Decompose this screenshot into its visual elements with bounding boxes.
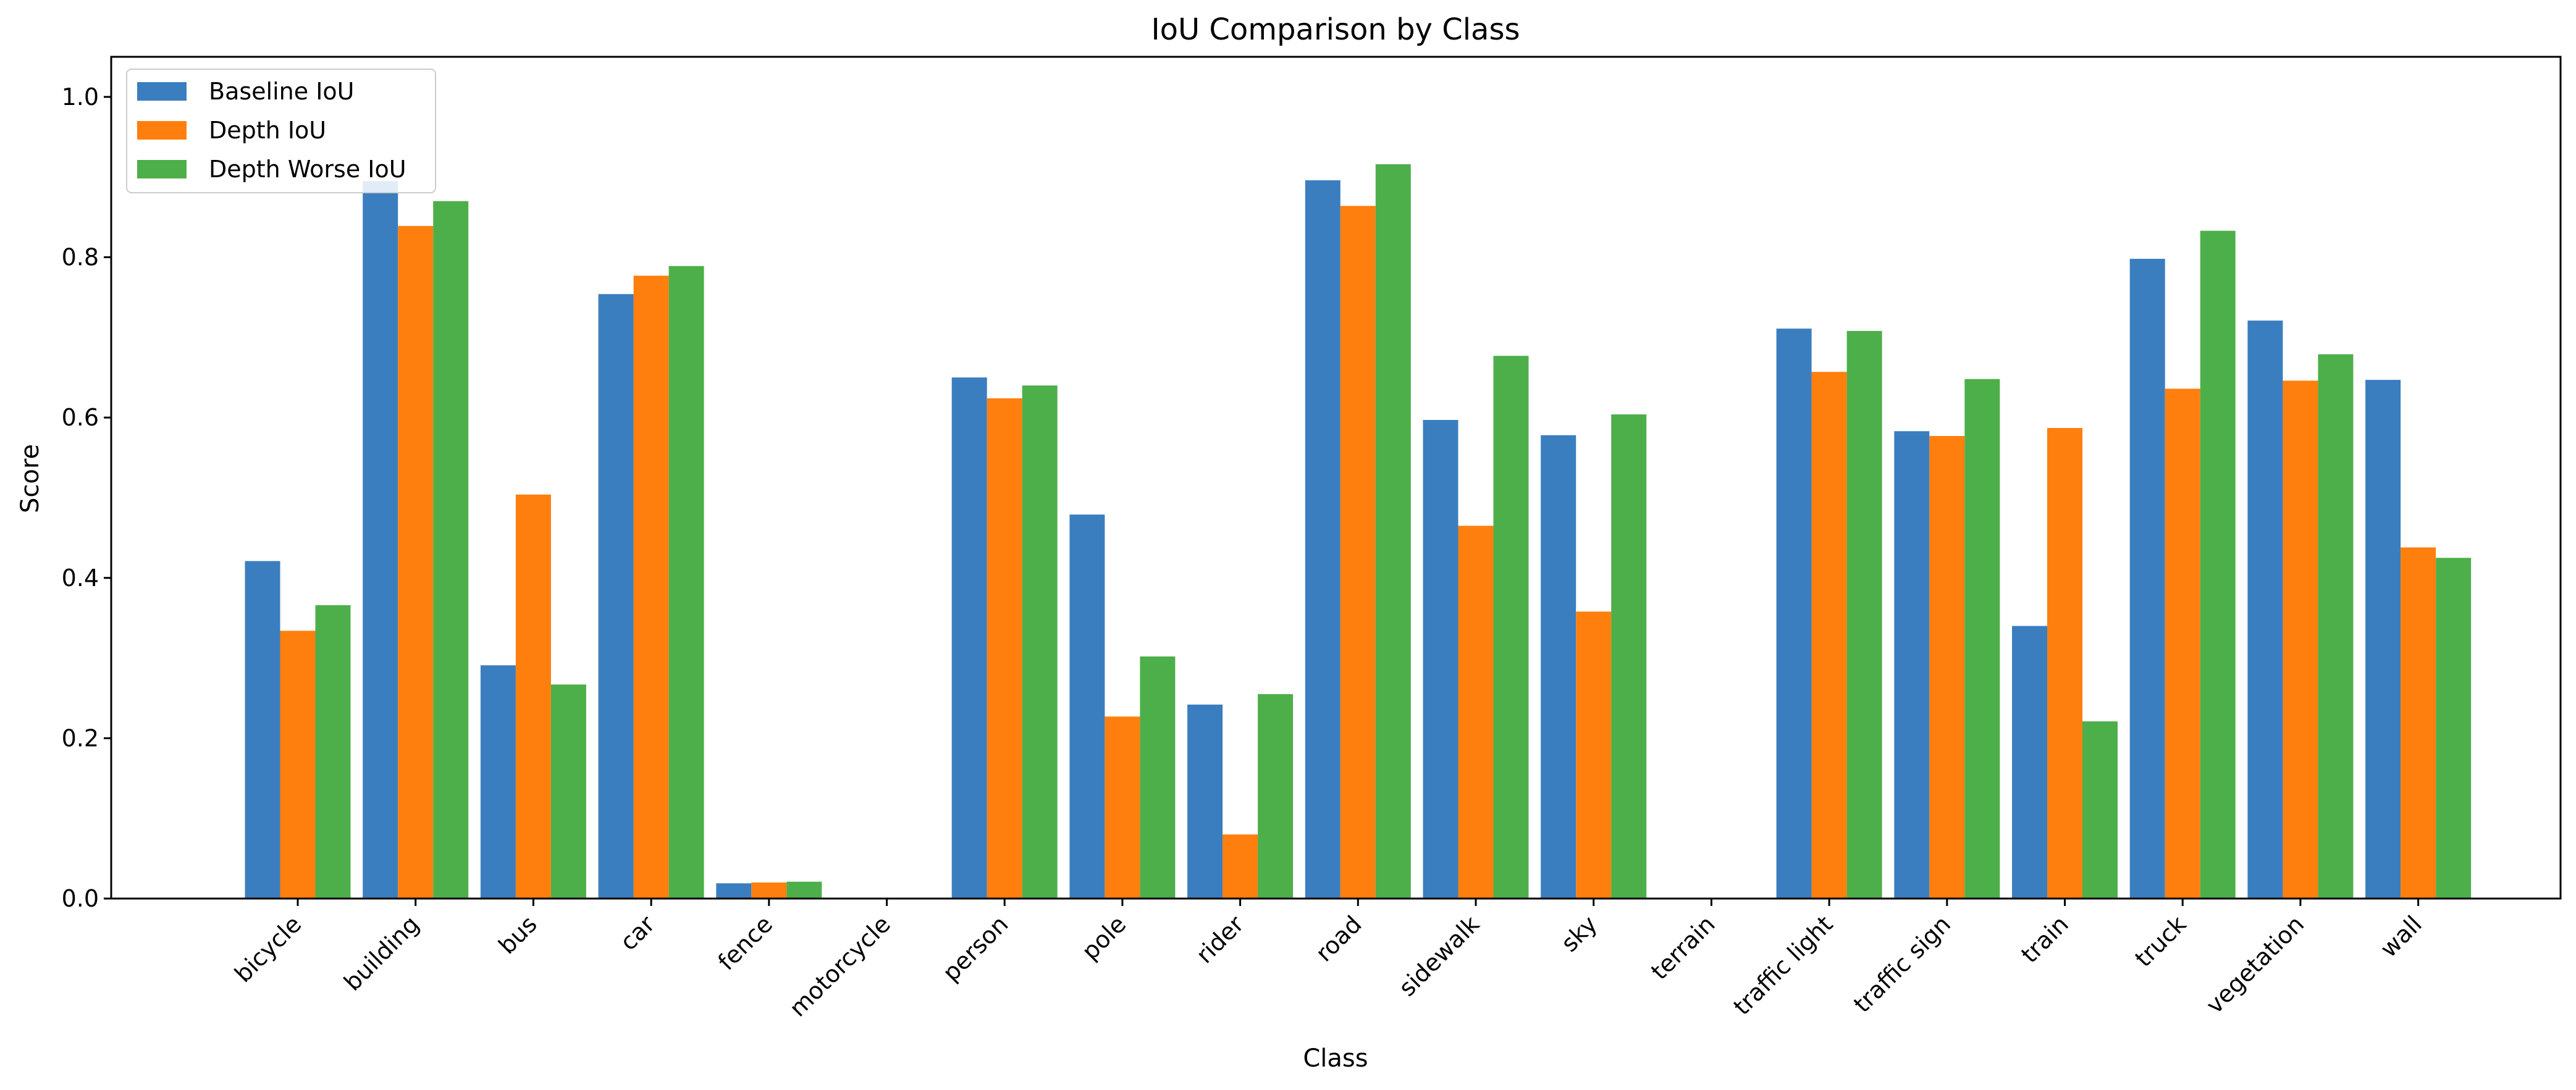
bar-0-3 [598,294,634,899]
y-tick-label: 0.2 [62,724,99,752]
legend-label-0: Baseline IoU [209,78,354,105]
y-axis: 0.0 0.2 0.4 0.6 0.8 1.0 [62,83,111,912]
x-tick-label: fence [713,910,778,975]
bar-2-16 [2200,230,2236,899]
bar-0-10 [1423,420,1458,899]
x-tick-label: car [615,910,660,956]
legend: Baseline IoU Depth IoU Depth Worse IoU [126,69,436,193]
legend-swatch-2 [137,160,187,178]
x-axis-label: Class [1303,1044,1368,1073]
bar-1-15 [2047,428,2082,899]
bar-2-3 [668,266,704,899]
bar-0-7 [1069,514,1105,899]
bar-0-8 [1187,704,1223,899]
bar-1-8 [1223,834,1258,899]
x-tick-label: wall [2375,910,2427,962]
y-tick-label: 0.6 [62,404,99,431]
bar-0-4 [716,883,752,899]
x-tick-label: motorcycle [784,910,896,1022]
bar-1-7 [1105,716,1140,899]
x-tick-label: road [1310,910,1367,967]
bar-2-14 [1964,379,2000,899]
bar-1-18 [2401,547,2436,899]
bar-0-18 [2365,380,2401,899]
bar-2-0 [315,605,351,899]
x-tick-label: truck [2129,910,2191,972]
bar-2-7 [1140,656,1176,899]
bar-2-2 [550,684,586,899]
x-tick-label: vegetation [2201,910,2310,1019]
bar-0-11 [1541,435,1576,899]
bar-2-11 [1611,414,1647,899]
x-tick-label: bicycle [229,910,306,987]
x-tick-label: sidewalk [1394,910,1485,1002]
legend-label-1: Depth IoU [209,117,326,144]
bar-0-13 [1776,329,1812,899]
x-tick-label: traffic sign [1848,910,1956,1018]
bar-1-3 [633,275,669,899]
bar-1-17 [2283,380,2318,899]
bar-1-11 [1576,611,1612,899]
x-tick-label: building [339,910,424,996]
y-tick-label: 0.4 [62,564,99,592]
bar-0-16 [2129,259,2165,899]
chart-title: IoU Comparison by Class [1151,12,1520,47]
legend-box [126,69,436,193]
legend-label-2: Depth Worse IoU [209,156,406,183]
bar-0-14 [1894,431,1930,899]
y-axis-label: Score [16,444,44,513]
plot-frame [110,56,2562,900]
bar-0-9 [1305,180,1341,899]
bar-0-15 [2012,626,2047,899]
bar-0-17 [2247,321,2283,899]
bar-1-14 [1929,436,1965,899]
x-axis: bicycle building bus car fence motorcycle pers… [229,899,2427,1022]
x-tick-label: traffic light [1728,910,1838,1020]
bar-0-6 [951,377,987,899]
legend-swatch-0 [137,82,187,101]
bar-1-10 [1458,526,1494,899]
x-tick-label: bus [494,910,542,959]
bar-1-1 [398,225,434,899]
x-tick-label: pole [1077,910,1132,965]
x-tick-label: rider [1191,910,1250,969]
bar-1-9 [1340,206,1376,899]
x-tick-label: sky [1555,910,1602,957]
x-tick-label: train [2016,910,2074,968]
bar-1-13 [1811,372,1847,899]
bar-1-6 [987,398,1022,899]
bar-2-4 [786,881,822,899]
bar-0-1 [363,181,398,899]
bar-2-13 [1846,330,1882,899]
y-tick-label: 0.8 [62,244,99,271]
bar-1-2 [515,494,551,899]
legend-swatch-1 [137,121,187,140]
bar-1-0 [280,631,316,899]
x-tick-label: person [937,910,1013,986]
bar-0-2 [480,665,516,899]
bar-2-17 [2318,354,2354,899]
y-tick-label: 0.0 [62,885,99,912]
bar-2-9 [1375,164,1411,899]
bar-2-18 [2436,558,2472,899]
y-tick-label: 1.0 [62,83,99,111]
bar-1-16 [2165,388,2200,899]
bar-1-4 [751,882,787,899]
bar-2-8 [1258,694,1294,899]
bar-2-10 [1493,356,1529,899]
bars-group [245,164,2472,899]
bar-2-6 [1022,385,1058,899]
bar-2-15 [2082,721,2118,899]
bar-2-1 [433,201,469,899]
bar-0-0 [245,561,280,899]
x-tick-label: terrain [1646,910,1720,985]
